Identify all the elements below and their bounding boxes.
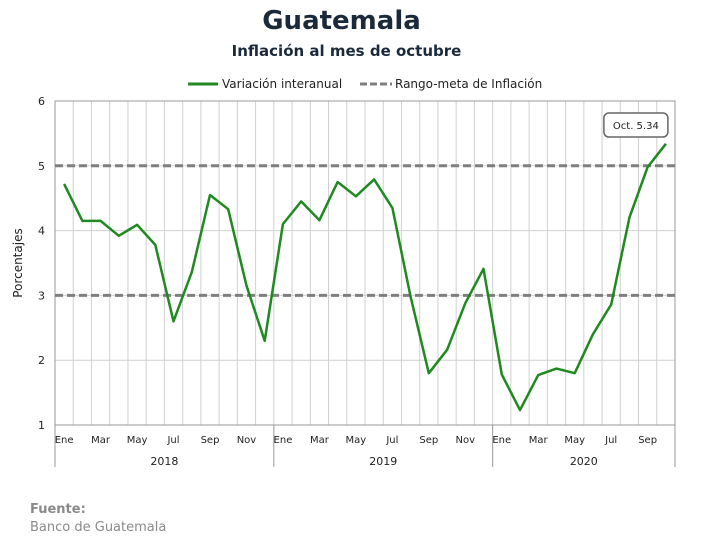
x-tick-label: Nov bbox=[237, 435, 257, 446]
legend-label-rango: Rango-meta de Inflación bbox=[395, 77, 542, 91]
x-tick-label: Ene bbox=[274, 435, 293, 446]
y-axis-label: Porcentajes bbox=[11, 228, 25, 297]
y-tick-label: 1 bbox=[38, 419, 45, 432]
x-tick-label: Sep bbox=[419, 435, 438, 446]
chart-title: Guatemala bbox=[262, 6, 421, 36]
annotation-label: Oct. 5.34 bbox=[613, 121, 659, 132]
year-label: 2020 bbox=[570, 455, 598, 468]
series-line-variacion-interanual bbox=[62, 143, 667, 412]
plot-border bbox=[54, 100, 676, 426]
x-tick-label: Mar bbox=[310, 435, 330, 446]
y-tick-label: 6 bbox=[38, 95, 45, 108]
year-label: 2018 bbox=[150, 455, 178, 468]
y-tick-label: 4 bbox=[38, 225, 45, 238]
source-value: Banco de Guatemala bbox=[30, 520, 167, 535]
year-label: 2019 bbox=[369, 455, 397, 468]
y-tick-label: 3 bbox=[38, 289, 45, 302]
y-tick-label: 2 bbox=[38, 354, 45, 367]
x-tick-label: Sep bbox=[201, 435, 220, 446]
x-tick-label: Jul bbox=[604, 435, 617, 446]
source-label: Fuente: bbox=[30, 502, 86, 517]
x-tick-label: May bbox=[346, 435, 367, 446]
chart-subtitle: Inflación al mes de octubre bbox=[231, 42, 462, 60]
legend-label-variacion: Variación interanual bbox=[222, 77, 342, 91]
x-tick-label: Nov bbox=[456, 435, 476, 446]
y-tick-label: 5 bbox=[38, 160, 45, 173]
x-tick-label: Mar bbox=[529, 435, 549, 446]
x-tick-label: Mar bbox=[91, 435, 111, 446]
x-tick-label: May bbox=[127, 435, 148, 446]
annotation-box bbox=[603, 112, 669, 138]
x-tick-label: Jul bbox=[385, 435, 398, 446]
x-tick-label: Sep bbox=[638, 435, 657, 446]
x-tick-label: Jul bbox=[166, 435, 179, 446]
x-tick-label: Ene bbox=[55, 435, 74, 446]
x-tick-label: Ene bbox=[492, 435, 511, 446]
x-tick-label: May bbox=[564, 435, 585, 446]
